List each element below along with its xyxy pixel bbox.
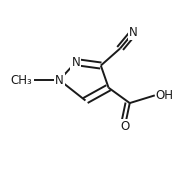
Text: N: N [129, 26, 138, 39]
Text: CH₃: CH₃ [11, 73, 32, 87]
Text: O: O [120, 120, 130, 133]
Text: N: N [71, 56, 80, 69]
Text: N: N [25, 73, 33, 87]
Text: N: N [55, 73, 64, 87]
Text: OH: OH [156, 89, 174, 102]
